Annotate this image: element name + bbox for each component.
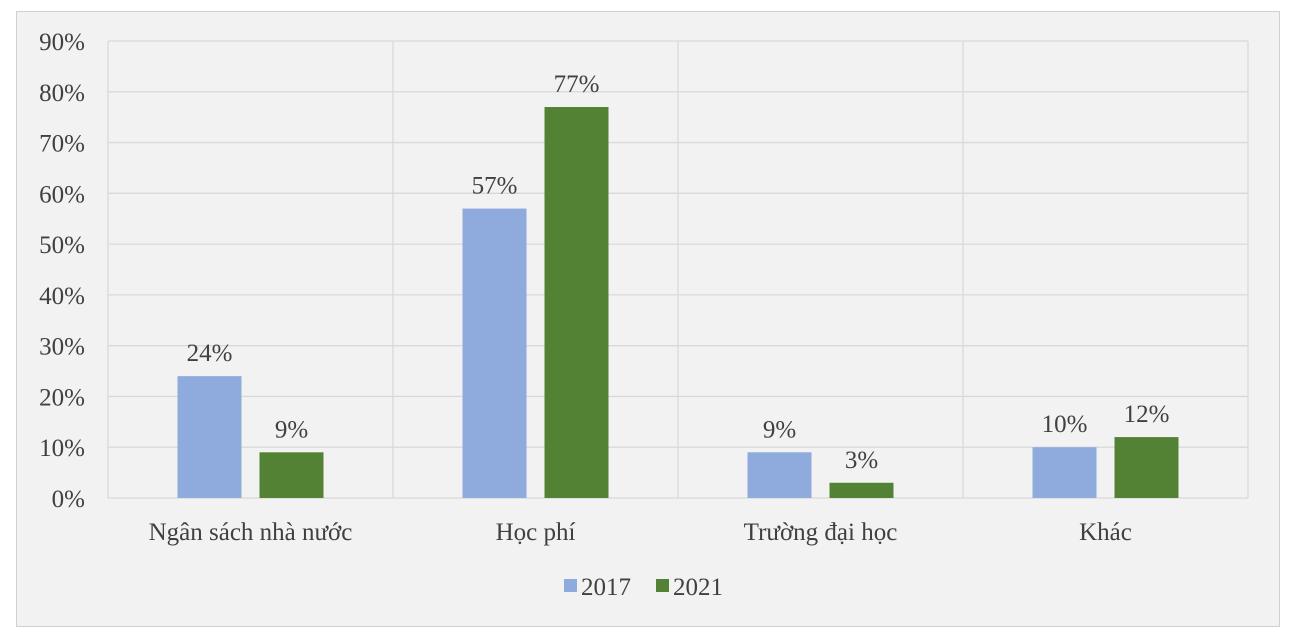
data-label: 77% xyxy=(554,71,600,98)
legend-label-2017: 2017 xyxy=(581,574,631,601)
legend-swatch-2021 xyxy=(656,579,669,592)
legend: 2017 2021 xyxy=(564,574,723,601)
bar-2021 xyxy=(544,107,609,498)
y-tick-label: 40% xyxy=(39,283,85,310)
legend-swatch-2017 xyxy=(564,579,577,592)
x-tick-label: Ngân sách nhà nước xyxy=(149,519,353,546)
data-label: 3% xyxy=(845,447,878,474)
bar-2017 xyxy=(1032,447,1097,498)
data-label: 10% xyxy=(1042,411,1088,438)
y-tick-label: 0% xyxy=(52,486,85,513)
label-layer: 0% 10% 20% 30% 40% 50% 60% 70% 80% 90% 24% 9% Ngân s… xyxy=(39,29,1169,546)
x-tick-label: Trường đại học xyxy=(744,519,898,546)
bar-2021 xyxy=(829,482,894,498)
data-label: 57% xyxy=(472,173,518,200)
data-label: 12% xyxy=(1124,401,1170,428)
y-tick-label: 70% xyxy=(39,131,85,158)
bar-2017 xyxy=(177,376,242,498)
bar-2021 xyxy=(1114,437,1179,498)
bar-2017 xyxy=(462,208,527,499)
data-label: 9% xyxy=(763,416,796,443)
y-tick-label: 10% xyxy=(39,435,85,462)
y-tick-label: 30% xyxy=(39,334,85,361)
bar-layer xyxy=(177,107,1179,499)
bar-2021 xyxy=(259,452,324,498)
legend-label-2021: 2021 xyxy=(673,574,723,601)
y-tick-label: 60% xyxy=(39,181,85,208)
y-tick-label: 20% xyxy=(39,384,85,411)
data-label: 24% xyxy=(187,340,233,367)
y-tick-label: 90% xyxy=(39,29,85,56)
x-tick-label: Học phí xyxy=(496,519,576,546)
x-tick-label: Khác xyxy=(1079,519,1132,546)
chart-frame xyxy=(16,11,1280,627)
data-label: 9% xyxy=(275,416,308,443)
y-tick-label: 50% xyxy=(39,232,85,259)
bar-2017 xyxy=(747,452,812,498)
y-tick-label: 80% xyxy=(39,80,85,107)
